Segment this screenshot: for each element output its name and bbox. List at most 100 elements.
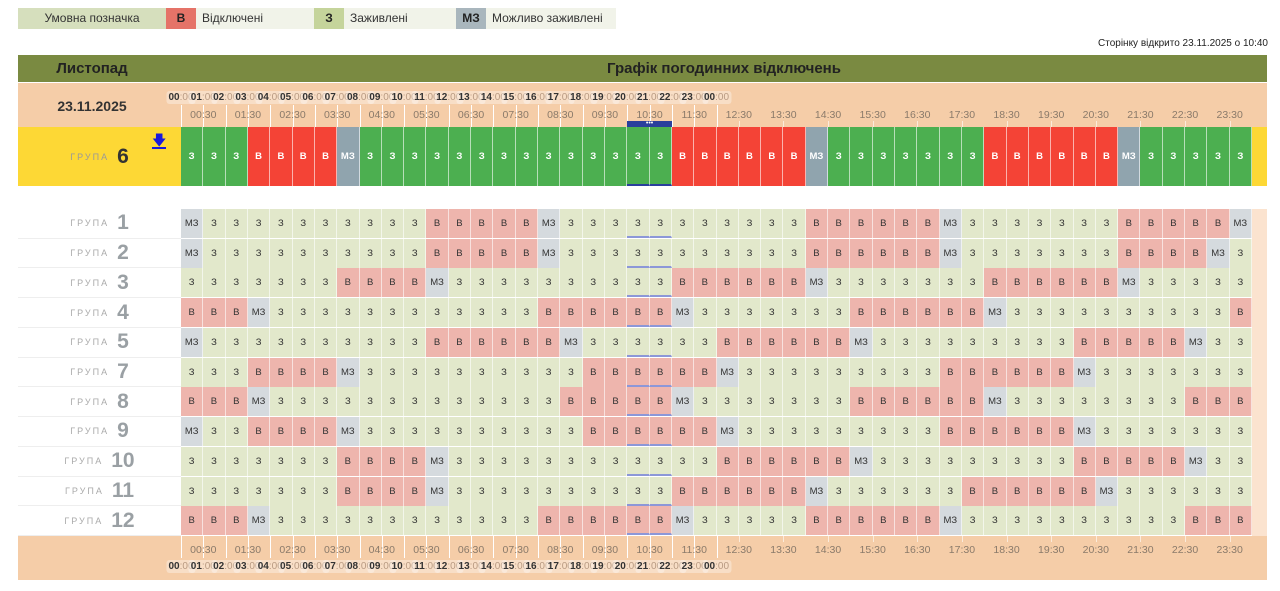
cell-powered: З (448, 446, 472, 476)
minute-suffix: :00 (246, 92, 261, 103)
group-word: ГРУПА (70, 151, 110, 162)
hour-gridline (582, 105, 584, 127)
minute-suffix: :00 (670, 92, 685, 103)
cell-off: В (805, 506, 829, 536)
hour-label: 11:00 (412, 560, 441, 573)
hour-number: 17 (547, 561, 559, 572)
minute-suffix: :00 (514, 92, 529, 103)
cell-powered: З (604, 476, 628, 506)
hour-gridline (582, 536, 584, 558)
half-hour-gridline (1006, 121, 1008, 127)
hour-number: 23 (681, 561, 693, 572)
half-hour-label: 02:30 (279, 544, 306, 556)
cell-powered: З (872, 357, 895, 387)
cell-powered: З (961, 446, 985, 476)
cell-powered: З (203, 327, 226, 357)
legend-on-swatch: З (314, 8, 344, 29)
row-end-strip (1252, 357, 1267, 388)
hour-label: 00:00 (166, 560, 196, 573)
cell-powered: З (738, 209, 762, 238)
cell-powered: З (738, 298, 762, 328)
cell-maybe: МЗ (1207, 238, 1230, 268)
cell-powered: З (292, 446, 315, 476)
cell-maybe: МЗ (850, 446, 873, 476)
cell-off: В (671, 417, 695, 447)
cell-powered: З (538, 357, 561, 387)
hour-label: 14:00 (478, 560, 508, 573)
cell-powered: З (828, 127, 851, 186)
cell-maybe: МЗ (181, 238, 204, 268)
half-hour-gridline (783, 121, 785, 127)
cell-powered: З (850, 268, 873, 298)
cell-powered: З (515, 446, 538, 476)
hour-gridline (225, 105, 227, 127)
cell-powered: З (627, 446, 650, 476)
cell-powered: З (984, 238, 1007, 268)
cell-off: В (1028, 357, 1052, 387)
half-hour-gridline (1185, 536, 1187, 542)
minute-suffix: :00 (648, 92, 663, 103)
hour-number: 16 (525, 561, 537, 572)
cell-off: В (381, 268, 405, 298)
group-row: ГРУПА 8 В В В МЗ З З З З З З З З З З З З З В В В В В МЗ З З З З З З З В В… (18, 387, 1267, 418)
hour-label: 19:00 (590, 560, 620, 573)
cell-powered: З (381, 298, 405, 328)
hour-gridline (694, 105, 696, 127)
hour-number: 00 (703, 561, 716, 572)
half-hour-label: 04:30 (368, 544, 395, 556)
cell-off: В (582, 298, 605, 328)
hour-gridline (359, 105, 361, 127)
half-hour-label: 09:30 (591, 544, 619, 556)
cell-powered: З (448, 268, 472, 298)
row-end-strip (1252, 476, 1267, 507)
cell-off: В (961, 357, 985, 387)
cell-powered: З (292, 327, 315, 357)
cell-powered: З (404, 506, 427, 536)
hour-label: 10:00 (389, 560, 419, 573)
hour-number: 09 (369, 92, 381, 103)
cell-maybe: МЗ (1229, 209, 1252, 238)
minute-suffix: :00 (625, 561, 640, 572)
cell-off: В (917, 238, 940, 268)
download-icon[interactable]: 🡇 (152, 132, 167, 149)
cell-powered: З (203, 476, 226, 506)
cell-off: В (1006, 357, 1029, 387)
cell-powered: З (404, 327, 427, 357)
cell-powered: З (538, 127, 561, 186)
cell-powered: З (1229, 357, 1252, 387)
cell-off: В (337, 476, 360, 506)
hour-label: 03:00 (233, 560, 263, 573)
cell-powered: З (270, 506, 293, 536)
cell-off: В (738, 476, 762, 506)
cell-powered: З (404, 387, 427, 417)
hour-number: 14 (480, 92, 492, 103)
hour-label: 20:00 (612, 560, 642, 573)
cell-off: В (671, 357, 695, 387)
cell-off: В (1006, 476, 1029, 506)
group-word: ГРУПА (64, 515, 104, 526)
cell-powered: З (716, 238, 739, 268)
cell-off: В (1028, 127, 1052, 186)
cell-powered: З (582, 476, 605, 506)
cell-off: В (716, 127, 739, 186)
cell-powered: З (850, 417, 873, 447)
cell-powered: З (761, 238, 784, 268)
hour-label: 23:00 (679, 560, 709, 573)
cell-off: В (783, 446, 806, 476)
hour-gridline (359, 536, 361, 558)
cell-off: В (627, 417, 650, 447)
hour-number: 13 (458, 92, 470, 103)
cell-off: В (1118, 327, 1141, 357)
cell-off: В (671, 476, 695, 506)
cell-powered: З (1028, 238, 1052, 268)
cell-powered: З (738, 357, 762, 387)
cell-off: В (1095, 446, 1119, 476)
cell-powered: З (627, 127, 650, 186)
minute-suffix: :00 (179, 561, 194, 572)
legend-maybe-label: Можливо заживлені (486, 8, 616, 29)
half-hour-gridline (738, 536, 740, 542)
minute-suffix: :00 (469, 561, 484, 572)
row-end-strip (1252, 417, 1267, 447)
cell-off: В (225, 387, 248, 417)
cell-powered: З (560, 127, 583, 186)
